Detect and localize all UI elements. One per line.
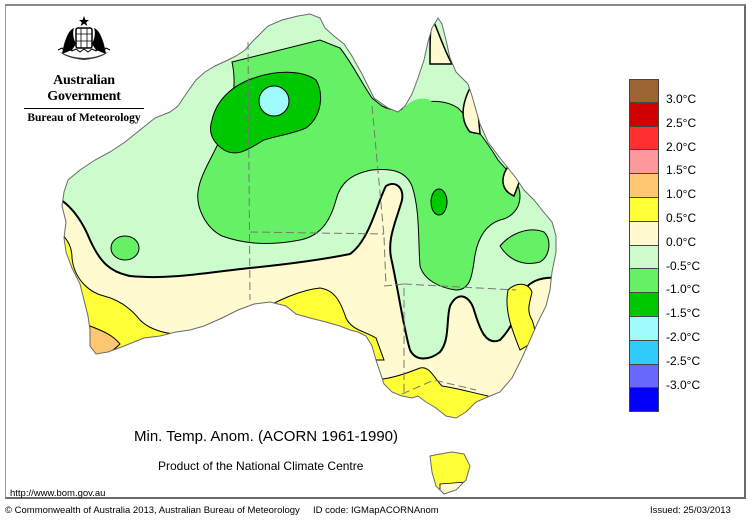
legend-swatch [629, 388, 659, 413]
id-code: ID code: IGMapACORNAnom [313, 505, 439, 516]
copyright-text: © Commonwealth of Australia 2013, Austra… [5, 505, 300, 516]
map-title: Min. Temp. Anom. (ACORN 1961-1990) [134, 428, 399, 445]
legend-label: -2.0°C [666, 329, 701, 344]
color-legend [629, 79, 659, 413]
legend-label: 2.5°C [666, 115, 697, 130]
legend-swatch [629, 316, 659, 341]
legend-label: 0.5°C [666, 210, 697, 225]
legend-label: -2.5°C [666, 353, 701, 368]
legend-label: -3.0°C [666, 377, 701, 392]
org-line1: Australian Government [47, 73, 121, 104]
legend-labels: 3.0°C 2.5°C 2.0°C 1.5°C 1.0°C 0.5°C 0.0°… [666, 92, 700, 401]
legend-label: 2.0°C [666, 139, 697, 154]
legend-swatch [629, 269, 659, 294]
legend-label: -1.0°C [666, 282, 701, 297]
bom-logo: Australian Government Bureau of Meteorol… [20, 14, 148, 124]
legend-swatch [629, 245, 659, 270]
legend-label: 3.0°C [666, 92, 697, 106]
legend-swatch [629, 293, 659, 317]
legend-swatch [629, 364, 659, 389]
legend-swatch [629, 126, 659, 151]
coat-of-arms-icon [57, 16, 111, 60]
legend-swatch [629, 174, 659, 198]
legend-label: 1.5°C [666, 163, 697, 178]
map-subtitle: Product of the National Climate Centre [158, 459, 364, 473]
legend-label: 1.0°C [666, 187, 697, 202]
bom-url-link[interactable]: http://www.bom.gov.au [10, 488, 106, 499]
logo-divider [24, 108, 144, 109]
legend-swatch [629, 150, 659, 175]
issued-date: Issued: 25/03/2013 [650, 505, 731, 516]
anomaly-map [61, 13, 557, 495]
org-line2: Bureau of Meteorology [27, 112, 141, 124]
legend-label: 0.0°C [666, 234, 697, 249]
legend-swatch [629, 102, 659, 127]
map-frame [5, 4, 746, 499]
legend-swatch [629, 221, 659, 246]
legend-swatch [629, 340, 659, 365]
legend-swatch [629, 197, 659, 222]
legend-swatch [629, 79, 659, 103]
legend-label: -0.5°C [666, 258, 701, 273]
legend-label: -1.5°C [666, 306, 701, 321]
